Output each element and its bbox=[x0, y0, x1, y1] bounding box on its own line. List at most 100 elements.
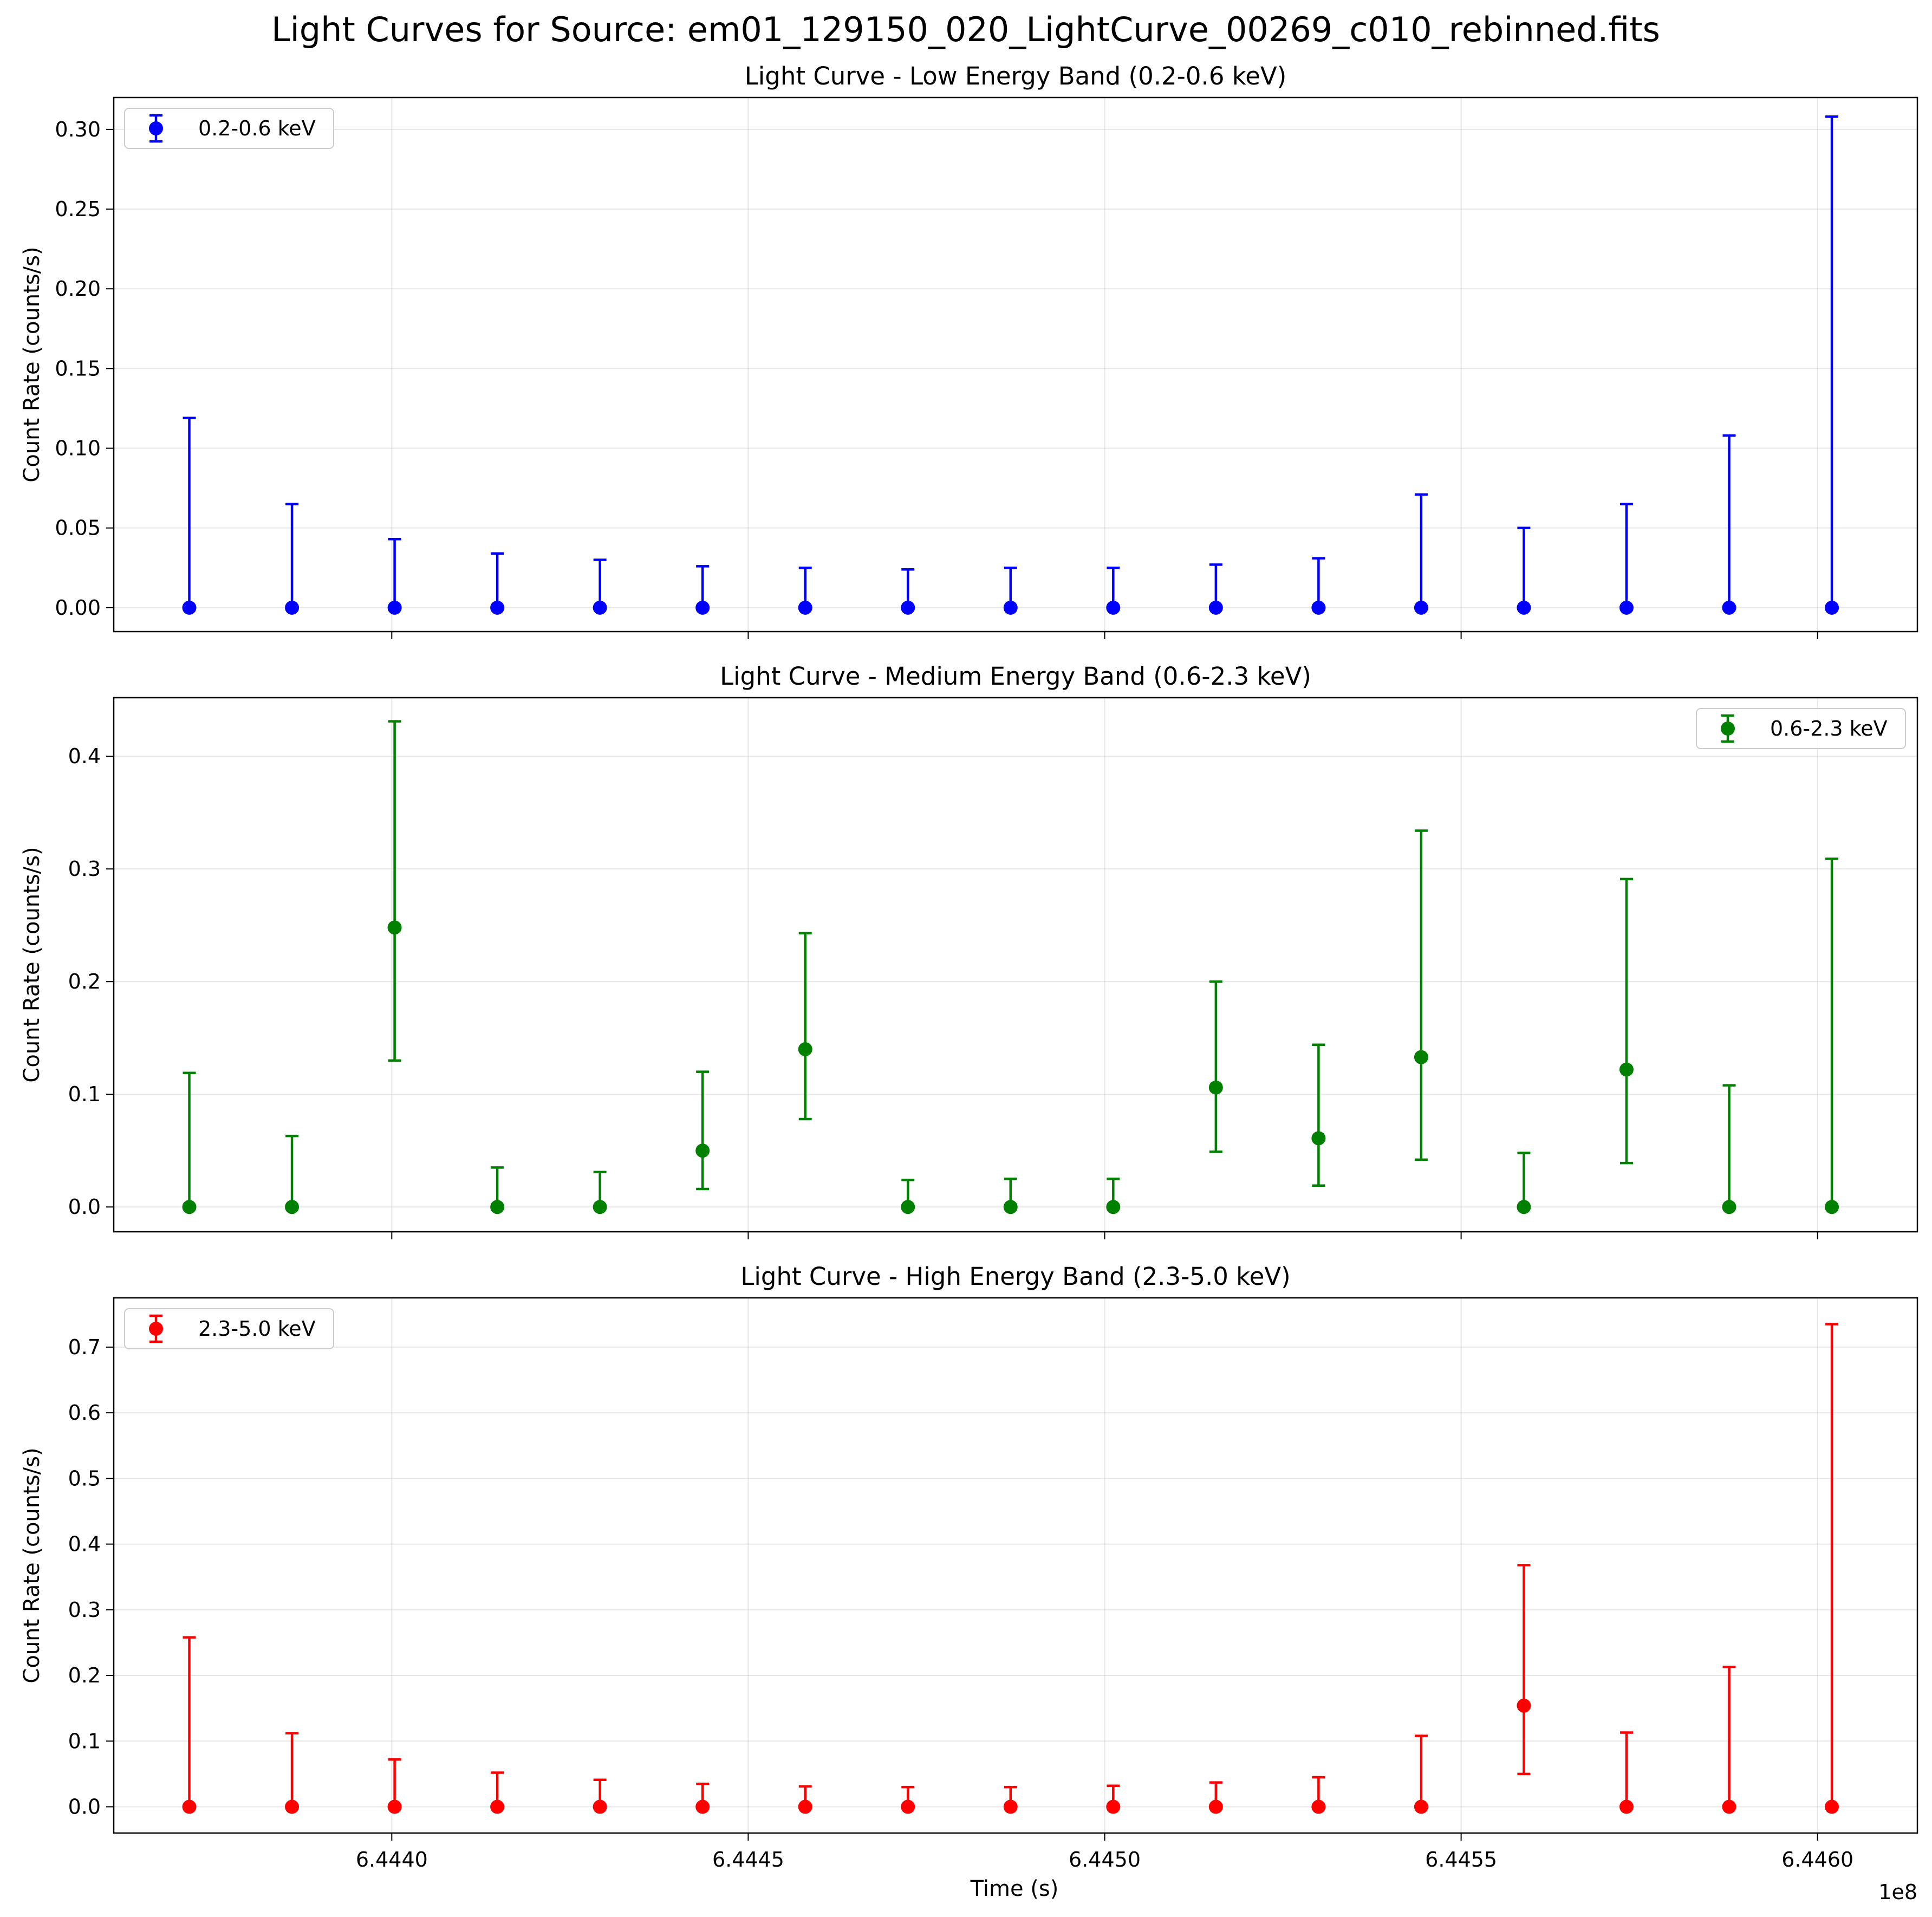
data-point bbox=[901, 1799, 915, 1814]
data-point bbox=[285, 1799, 300, 1814]
data-point bbox=[1311, 600, 1326, 615]
data-point bbox=[1517, 1200, 1531, 1214]
panel-medium: Light Curve - Medium Energy Band (0.6-2.… bbox=[19, 662, 1918, 1239]
legend-box bbox=[124, 1308, 334, 1349]
data-point bbox=[1619, 600, 1634, 615]
panel-title: Light Curve - Low Energy Band (0.2-0.6 k… bbox=[745, 62, 1287, 90]
y-tick-label: 0.4 bbox=[68, 744, 101, 768]
data-point bbox=[285, 600, 300, 615]
data-point bbox=[1517, 600, 1531, 615]
data-point bbox=[1003, 1200, 1018, 1214]
data-point bbox=[593, 1799, 607, 1814]
data-point bbox=[387, 920, 402, 935]
legend-box bbox=[1696, 708, 1906, 749]
data-point bbox=[593, 600, 607, 615]
data-point bbox=[798, 1042, 812, 1057]
data-point bbox=[182, 1200, 197, 1214]
data-point bbox=[901, 1200, 915, 1214]
data-point bbox=[1517, 1698, 1531, 1713]
y-tick-label: 0.20 bbox=[55, 277, 101, 301]
data-point bbox=[490, 600, 505, 615]
legend: 0.6-2.3 keV bbox=[1696, 708, 1906, 749]
y-tick-label: 0.1 bbox=[68, 1729, 101, 1753]
figure-title: Light Curves for Source: em01_129150_020… bbox=[271, 10, 1660, 49]
y-tick-label: 0.3 bbox=[68, 857, 101, 881]
legend: 0.2-0.6 keV bbox=[124, 108, 334, 149]
data-point bbox=[1106, 600, 1121, 615]
y-tick-label: 0.1 bbox=[68, 1082, 101, 1106]
data-point bbox=[695, 1143, 710, 1158]
data-point bbox=[1722, 1200, 1736, 1214]
data-point bbox=[1208, 1799, 1223, 1814]
data-point bbox=[1414, 1799, 1428, 1814]
data-point bbox=[1722, 600, 1736, 615]
legend-box bbox=[124, 108, 334, 149]
panels: Light Curve - Low Energy Band (0.2-0.6 k… bbox=[19, 62, 1918, 1871]
y-axis-label: Count Rate (counts/s) bbox=[19, 847, 44, 1082]
y-tick-label: 0.2 bbox=[68, 970, 101, 993]
y-tick-label: 0.5 bbox=[68, 1466, 101, 1490]
data-point bbox=[695, 600, 710, 615]
data-point bbox=[387, 600, 402, 615]
data-point bbox=[901, 600, 915, 615]
data-point bbox=[1414, 600, 1428, 615]
data-point bbox=[1208, 1080, 1223, 1095]
data-point bbox=[182, 600, 197, 615]
data-point bbox=[1003, 600, 1018, 615]
y-tick-label: 0.0 bbox=[68, 1795, 101, 1819]
data-point bbox=[1825, 600, 1839, 615]
data-point bbox=[1825, 1200, 1839, 1214]
data-point bbox=[1311, 1799, 1326, 1814]
y-tick-label: 0.05 bbox=[55, 516, 101, 540]
legend-label: 0.2-0.6 keV bbox=[198, 116, 316, 140]
data-point bbox=[1619, 1799, 1634, 1814]
data-point bbox=[1619, 1062, 1634, 1077]
data-point bbox=[1106, 1799, 1121, 1814]
data-point bbox=[593, 1200, 607, 1214]
y-tick-label: 0.0 bbox=[68, 1195, 101, 1219]
y-tick-label: 0.25 bbox=[55, 197, 101, 221]
y-tick-label: 0.15 bbox=[55, 356, 101, 380]
y-tick-label: 0.7 bbox=[68, 1335, 101, 1359]
x-axis-label: Time (s) bbox=[970, 1876, 1059, 1901]
y-axis-label: Count Rate (counts/s) bbox=[19, 1447, 44, 1683]
legend-marker bbox=[149, 1322, 163, 1336]
legend-marker bbox=[149, 121, 163, 135]
data-point bbox=[798, 600, 812, 615]
data-point bbox=[695, 1799, 710, 1814]
data-point bbox=[1722, 1799, 1736, 1814]
data-point bbox=[285, 1200, 300, 1214]
y-tick-label: 0.3 bbox=[68, 1598, 101, 1622]
panel-title: Light Curve - Medium Energy Band (0.6-2.… bbox=[720, 662, 1311, 691]
y-tick-label: 0.4 bbox=[68, 1532, 101, 1556]
panel-low: Light Curve - Low Energy Band (0.2-0.6 k… bbox=[19, 62, 1918, 639]
plot-frame bbox=[113, 96, 1918, 633]
x-axis-offset-text: 1e8 bbox=[1878, 1880, 1917, 1904]
data-point bbox=[490, 1200, 505, 1214]
plot-frame bbox=[113, 1297, 1918, 1834]
data-point bbox=[387, 1799, 402, 1814]
data-point bbox=[490, 1799, 505, 1814]
x-tick-label: 6.4455 bbox=[1425, 1848, 1497, 1871]
y-tick-label: 0.6 bbox=[68, 1401, 101, 1425]
y-tick-label: 0.00 bbox=[55, 596, 101, 620]
legend: 2.3-5.0 keV bbox=[124, 1308, 334, 1349]
y-tick-label: 0.30 bbox=[55, 118, 101, 141]
y-tick-label: 0.2 bbox=[68, 1663, 101, 1687]
panel-title: Light Curve - High Energy Band (2.3-5.0 … bbox=[740, 1262, 1290, 1291]
data-point bbox=[1106, 1200, 1121, 1214]
y-axis-label: Count Rate (counts/s) bbox=[19, 246, 44, 482]
plot-frame bbox=[113, 697, 1918, 1233]
x-tick-label: 6.4460 bbox=[1781, 1848, 1853, 1871]
legend-label: 2.3-5.0 keV bbox=[198, 1317, 316, 1341]
x-tick-label: 6.4450 bbox=[1069, 1848, 1141, 1871]
data-point bbox=[1208, 600, 1223, 615]
x-tick-label: 6.4445 bbox=[712, 1848, 784, 1871]
data-point bbox=[1825, 1799, 1839, 1814]
data-point bbox=[1414, 1050, 1428, 1064]
panel-high: Light Curve - High Energy Band (2.3-5.0 … bbox=[19, 1262, 1918, 1871]
x-tick-label: 6.4440 bbox=[356, 1848, 428, 1871]
legend-label: 0.6-2.3 keV bbox=[1770, 717, 1888, 740]
data-point bbox=[182, 1799, 197, 1814]
legend-marker bbox=[1721, 722, 1735, 736]
